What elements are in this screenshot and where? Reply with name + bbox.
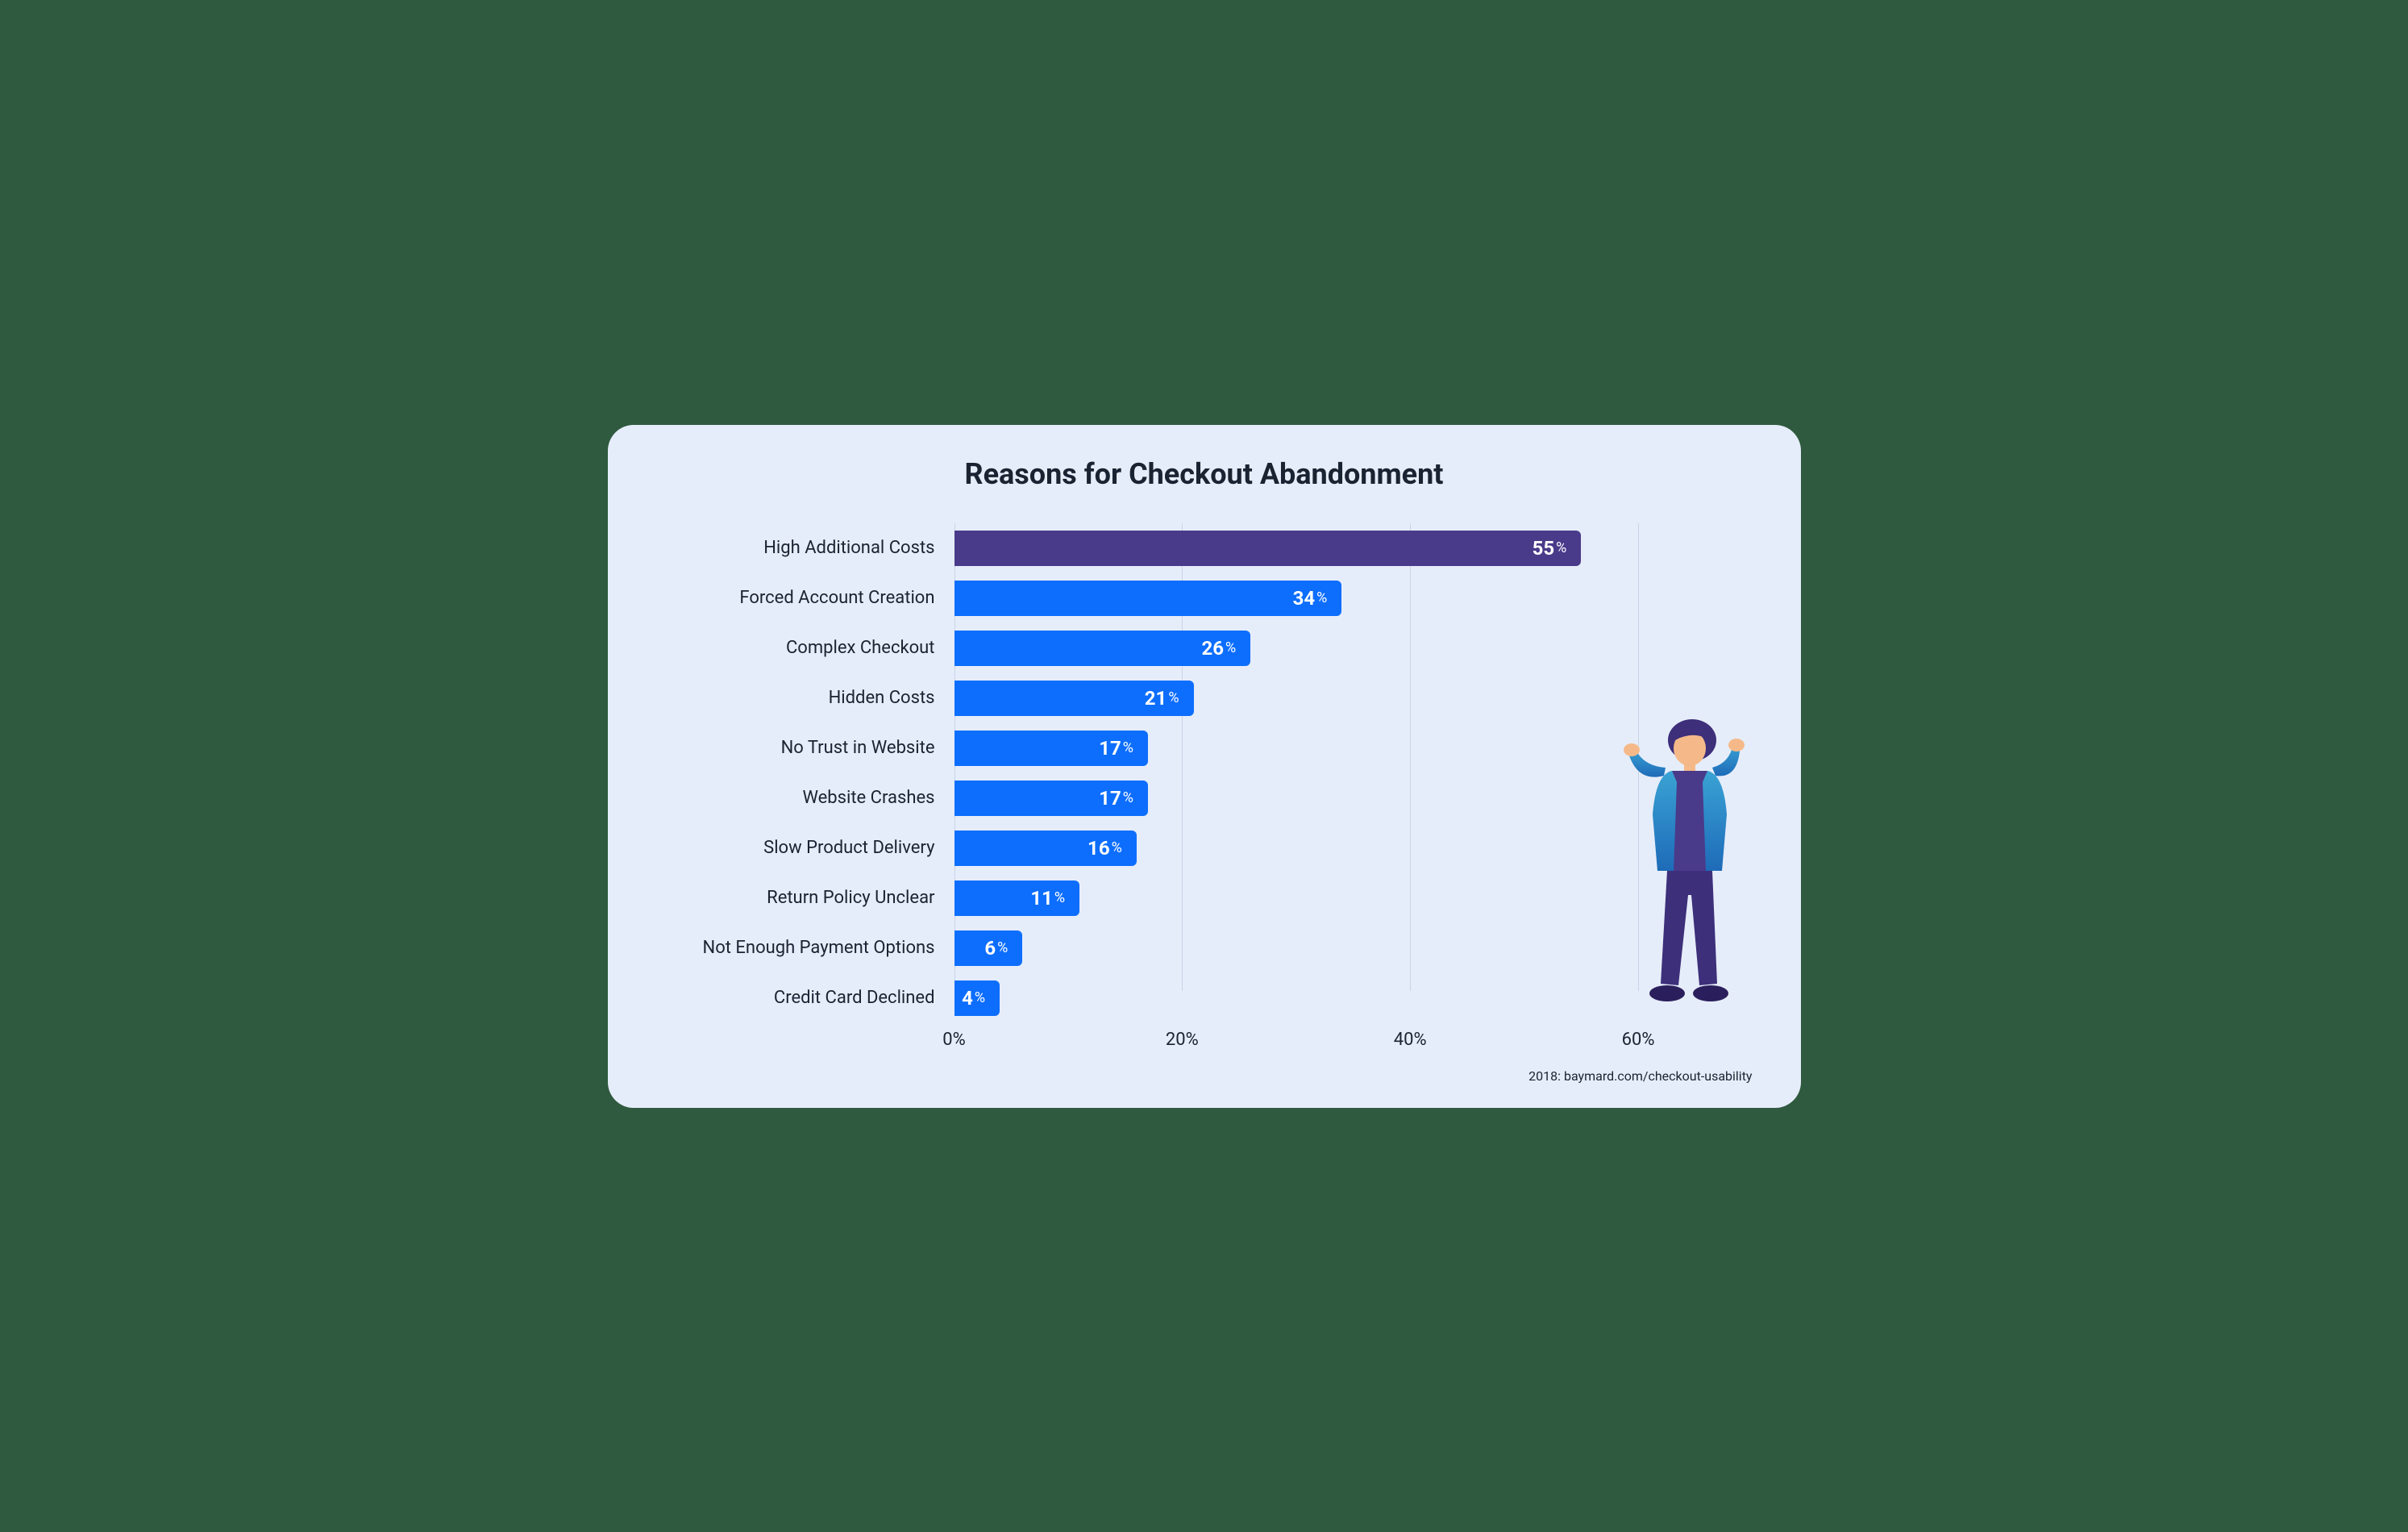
chart-area: High Additional Costs55%Forced Account C…: [656, 523, 1753, 1023]
axis-tick: 60%: [1622, 1030, 1655, 1050]
percent-sign: %: [1123, 789, 1133, 806]
bar-value: 26: [1201, 637, 1224, 660]
bar: 11%: [954, 880, 1080, 916]
bar-row: Hidden Costs21%: [656, 673, 1753, 723]
axis-ticks: 0%20%40%60%: [954, 1030, 1753, 1054]
bar: 34%: [954, 581, 1342, 616]
bar-label: Slow Product Delivery: [656, 838, 954, 858]
bar-row: Website Crashes17%: [656, 773, 1753, 823]
bar-row: Slow Product Delivery16%: [656, 823, 1753, 873]
bar-value: 4: [962, 987, 973, 1010]
percent-sign: %: [1168, 689, 1179, 706]
bar: 4%: [954, 980, 1000, 1016]
bar-value: 21: [1145, 687, 1167, 710]
bar-value: 34: [1293, 587, 1316, 610]
percent-sign: %: [1123, 739, 1133, 756]
chart-card: Reasons for Checkout Abandonment High Ad…: [608, 425, 1801, 1108]
percent-sign: %: [1225, 639, 1236, 656]
person-illustration: [1616, 710, 1753, 1019]
bar-label: Credit Card Declined: [656, 988, 954, 1008]
bar-value: 6: [984, 937, 996, 960]
percent-sign: %: [975, 989, 985, 1006]
bar-value: 16: [1088, 837, 1110, 860]
bar: 17%: [954, 731, 1148, 766]
x-axis: 0% 20% 40% 60%: [656, 1030, 1753, 1054]
bar-label: High Additional Costs: [656, 538, 954, 558]
bar: 21%: [954, 681, 1194, 716]
bar-label: Complex Checkout: [656, 638, 954, 658]
bar-label: Forced Account Creation: [656, 588, 954, 608]
chart-title: Reasons for Checkout Abandonment: [656, 457, 1753, 491]
bar-label: No Trust in Website: [656, 738, 954, 758]
bar: 55%: [954, 531, 1582, 566]
percent-sign: %: [1316, 589, 1327, 606]
bar-value: 17: [1099, 737, 1121, 760]
source-text: 2018: baymard.com/checkout-usability: [656, 1068, 1753, 1084]
bar-value: 17: [1099, 787, 1121, 810]
bar-label: Not Enough Payment Options: [656, 938, 954, 958]
bar: 6%: [954, 930, 1023, 966]
bar: 16%: [954, 831, 1137, 866]
bar: 26%: [954, 631, 1251, 666]
bar-value: 11: [1030, 887, 1053, 910]
bar-row: Forced Account Creation34%: [656, 573, 1753, 623]
bar: 17%: [954, 781, 1148, 816]
bar-row: Complex Checkout26%: [656, 623, 1753, 673]
bar-value: 55: [1533, 537, 1555, 560]
bar-row: High Additional Costs55%: [656, 523, 1753, 573]
percent-sign: %: [1054, 889, 1065, 906]
bar-label: Website Crashes: [656, 788, 954, 808]
percent-sign: %: [997, 939, 1008, 956]
bar-row: No Trust in Website17%: [656, 723, 1753, 773]
bar-row: Return Policy Unclear11%: [656, 873, 1753, 923]
bar-rows: High Additional Costs55%Forced Account C…: [656, 523, 1753, 1023]
percent-sign: %: [1112, 839, 1122, 856]
axis-tick: 0%: [942, 1030, 965, 1050]
axis-tick: 20%: [1166, 1030, 1199, 1050]
bar-label: Return Policy Unclear: [656, 888, 954, 908]
bar-row: Not Enough Payment Options6%: [656, 923, 1753, 973]
bar-row: Credit Card Declined4%: [656, 973, 1753, 1023]
axis-tick: 40%: [1394, 1030, 1427, 1050]
bar-label: Hidden Costs: [656, 688, 954, 708]
percent-sign: %: [1556, 539, 1566, 556]
